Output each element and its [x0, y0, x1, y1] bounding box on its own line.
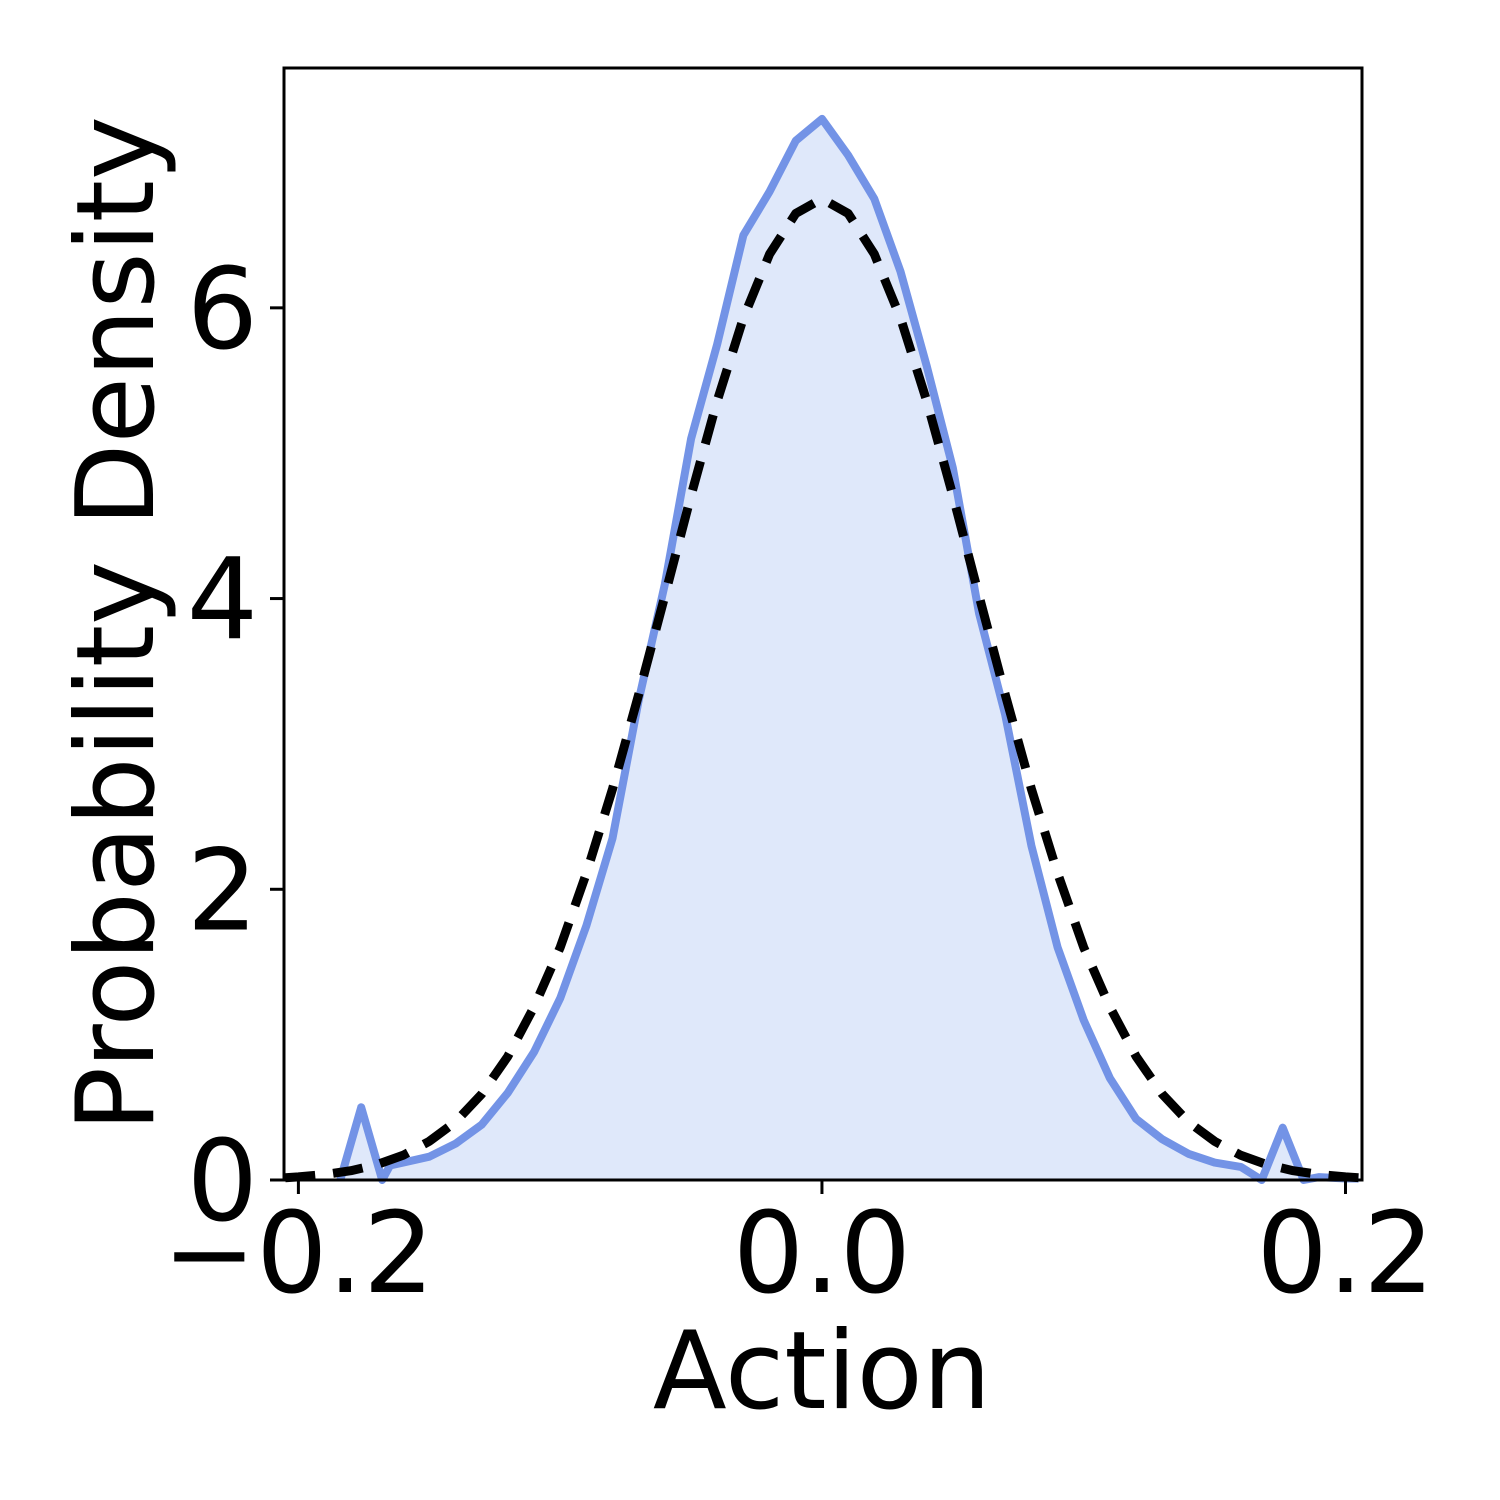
- x-tick-label: 0.0: [733, 1189, 911, 1319]
- y-tick-label: 4: [187, 536, 258, 666]
- x-axis-label: Action: [653, 1309, 991, 1434]
- y-tick-label: 6: [187, 245, 258, 375]
- x-tick-label: 0.2: [1256, 1189, 1434, 1319]
- y-tick-label: 2: [187, 826, 258, 956]
- y-tick-label: 0: [187, 1117, 258, 1247]
- y-axis-label: Probability Density: [54, 116, 179, 1132]
- x-tick-label: −0.2: [162, 1189, 434, 1319]
- density-area: [340, 118, 1359, 1180]
- density-line: [336, 114, 1359, 1184]
